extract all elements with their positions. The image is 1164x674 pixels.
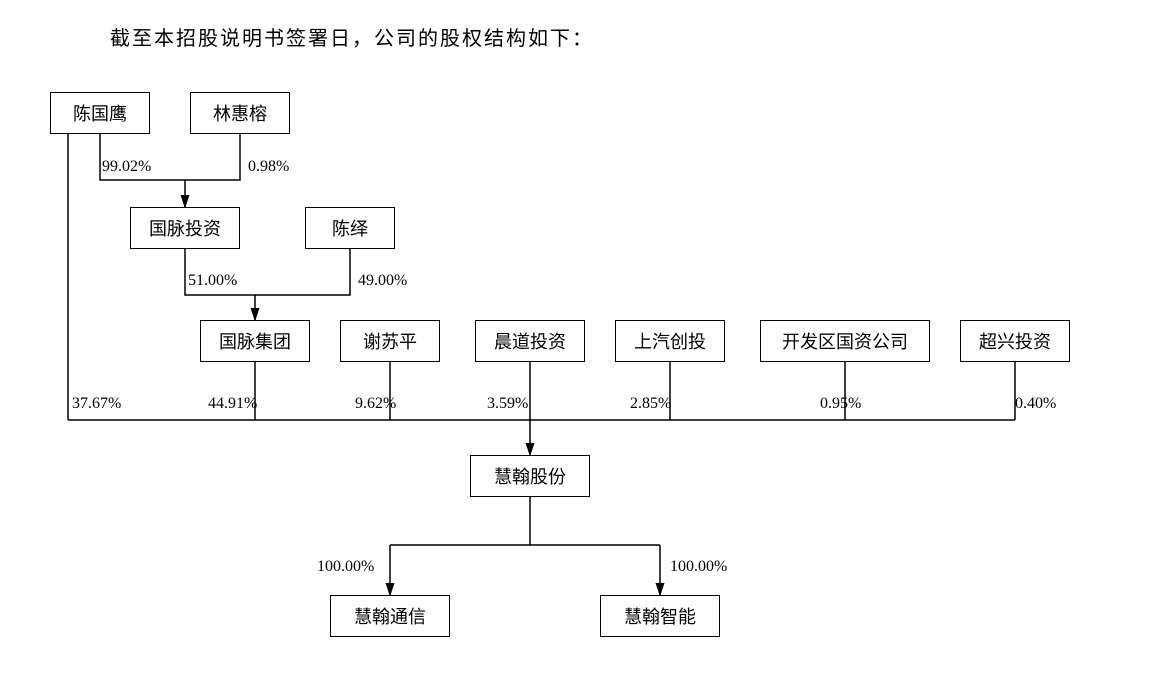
pct-xie-suping-huihan: 9.62% xyxy=(355,395,396,413)
node-huihan-smart: 慧翰智能 xyxy=(600,595,720,637)
pct-chen-yi-guomai-grp: 49.00% xyxy=(358,272,407,290)
pct-lin-huirong-guomai-inv: 0.98% xyxy=(248,158,289,176)
node-saic-vc: 上汽创投 xyxy=(615,320,725,362)
pct-huihan-comm: 100.00% xyxy=(317,558,374,576)
pct-chaoxing-huihan: 0.40% xyxy=(1015,395,1056,413)
node-lin-huirong: 林惠榕 xyxy=(190,92,290,134)
pct-saic-huihan: 2.85% xyxy=(630,395,671,413)
node-huihan-shares: 慧翰股份 xyxy=(470,455,590,497)
pct-chen-guoying-guomai-inv: 99.02% xyxy=(102,158,151,176)
pct-chen-guoying-huihan: 37.67% xyxy=(72,395,121,413)
pct-huihan-smart: 100.00% xyxy=(670,558,727,576)
pct-guomai-grp-huihan: 44.91% xyxy=(208,395,257,413)
pct-devzone-huihan: 0.95% xyxy=(820,395,861,413)
node-huihan-communication: 慧翰通信 xyxy=(330,595,450,637)
node-xie-suping: 谢苏平 xyxy=(340,320,440,362)
node-guomai-investment: 国脉投资 xyxy=(130,207,240,249)
node-devzone-stateowned: 开发区国资公司 xyxy=(760,320,930,362)
node-chen-yi: 陈绎 xyxy=(305,207,395,249)
pct-guomai-inv-guomai-grp: 51.00% xyxy=(188,272,237,290)
node-guomai-group: 国脉集团 xyxy=(200,320,310,362)
node-chendao-investment: 晨道投资 xyxy=(475,320,585,362)
node-chaoxing-investment: 超兴投资 xyxy=(960,320,1070,362)
node-chen-guoying: 陈国鹰 xyxy=(50,92,150,134)
pct-chendao-huihan: 3.59% xyxy=(487,395,528,413)
page-title: 截至本招股说明书签署日，公司的股权结构如下： xyxy=(110,22,594,51)
